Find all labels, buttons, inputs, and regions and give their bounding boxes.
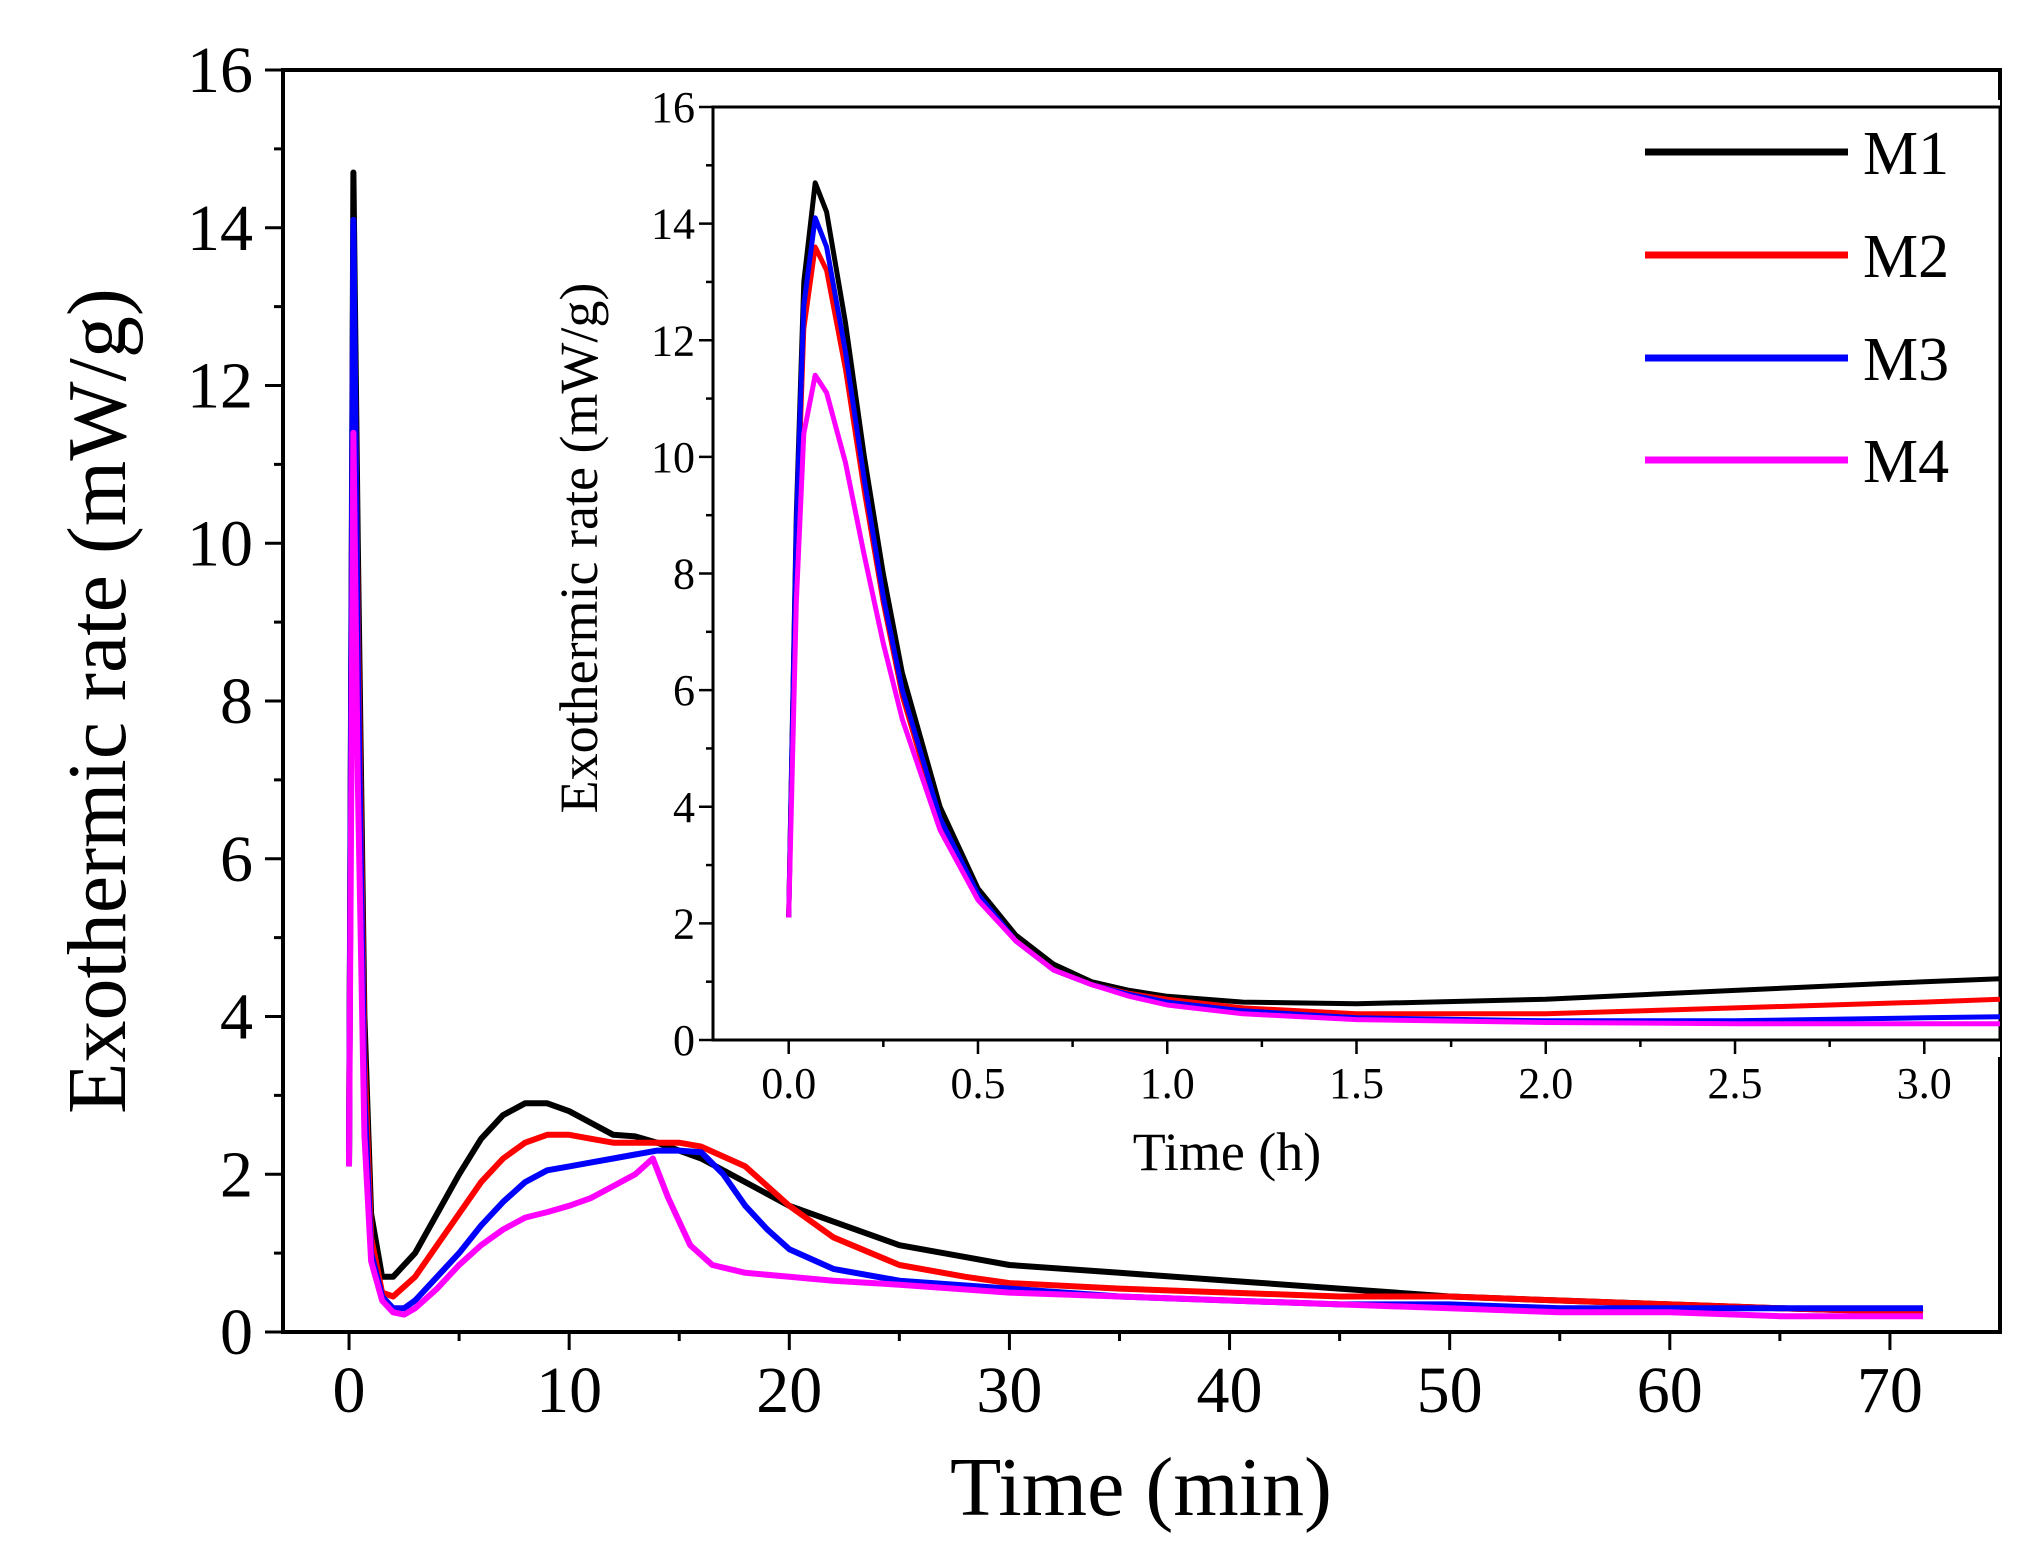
legend-label-m4: M4 (1863, 428, 1949, 496)
legend-entry-m1: M1 (1645, 120, 1949, 188)
main-x-tick-label: 20 (756, 1354, 822, 1427)
main-y-tick-label: 4 (220, 981, 253, 1054)
inset-x-tick-label: 0.0 (761, 1059, 816, 1108)
inset-x-tick-label: 2.0 (1518, 1059, 1573, 1108)
main-y-tick-label: 16 (187, 34, 253, 107)
legend-entry-m2: M2 (1645, 223, 1949, 291)
main-y-tick-label: 14 (187, 192, 253, 265)
inset-y-tick-label: 10 (651, 433, 695, 482)
main-series-lines (346, 169, 1924, 1320)
main-x-ticks: 0 10 20 30 40 50 60 70 (333, 1332, 1923, 1427)
inset-y-tick-label: 0 (673, 1016, 695, 1065)
inset-y-tick-label: 16 (651, 83, 695, 132)
main-x-tick-label: 40 (1197, 1354, 1263, 1427)
legend: M1 M2 M3 M4 (1645, 120, 1949, 496)
main-y-tick-label: 10 (187, 507, 253, 580)
inset-x-tick-label: 0.5 (950, 1059, 1005, 1108)
legend-entry-m3: M3 (1645, 326, 1949, 394)
main-y-axis-label: Exothermic rate (mW/g) (51, 288, 144, 1114)
legend-entry-m4: M4 (1645, 428, 1949, 496)
inset-x-tick-label: 1.5 (1329, 1059, 1384, 1108)
inset-y-tick-label: 2 (673, 899, 695, 948)
inset-y-tick-label: 8 (673, 550, 695, 599)
inset-x-tick-label: 2.5 (1708, 1059, 1763, 1108)
main-series-line-m4 (346, 429, 1923, 1320)
main-x-tick-label: 60 (1637, 1354, 1703, 1427)
legend-label-m3: M3 (1863, 326, 1949, 394)
inset-x-axis-label: Time (h) (1133, 1122, 1322, 1182)
legend-label-m1: M1 (1863, 120, 1949, 188)
main-x-tick-label: 50 (1417, 1354, 1483, 1427)
main-series-line-m2 (346, 256, 1924, 1316)
main-x-tick-label: 0 (333, 1354, 366, 1427)
main-y-ticks: 0 2 4 6 8 10 12 14 16 (187, 34, 283, 1369)
inset-series-line-m1 (786, 180, 2001, 1007)
inset-x-ticks: 0.0 0.5 1.0 1.5 2.0 2.5 3.0 (761, 1040, 1952, 1108)
main-x-tick-label: 30 (976, 1354, 1042, 1427)
main-y-tick-label: 6 (220, 823, 253, 896)
main-x-axis-label: Time (min) (950, 1441, 1332, 1534)
inset-y-tick-label: 4 (673, 783, 695, 832)
main-x-tick-label: 70 (1857, 1354, 1923, 1427)
main-y-tick-label: 2 (220, 1138, 253, 1211)
main-x-tick-label: 10 (536, 1354, 602, 1427)
main-y-tick-label: 8 (220, 665, 253, 738)
main-series-line-m1 (346, 169, 1924, 1316)
inset-x-tick-label: 1.0 (1140, 1059, 1195, 1108)
inset-y-tick-label: 12 (651, 316, 695, 365)
inset-plot: 0.0 0.5 1.0 1.5 2.0 2.5 3.0 0 2 4 6 8 10 12 14 16 Time… (549, 83, 2002, 1182)
inset-series-lines (786, 180, 2001, 1027)
main-y-tick-label: 12 (187, 350, 253, 423)
inset-x-tick-label: 3.0 (1897, 1059, 1952, 1108)
inset-y-ticks: 0 2 4 6 8 10 12 14 16 (651, 83, 713, 1065)
inset-series-line-m4 (786, 372, 2000, 1027)
inset-background (713, 100, 2000, 1057)
main-y-tick-label: 0 (220, 1296, 253, 1369)
inset-y-tick-label: 6 (673, 666, 695, 715)
legend-label-m2: M2 (1863, 223, 1949, 291)
inset-y-axis-label: Exothermic rate (mW/g) (549, 283, 609, 814)
inset-y-tick-label: 14 (651, 200, 695, 249)
